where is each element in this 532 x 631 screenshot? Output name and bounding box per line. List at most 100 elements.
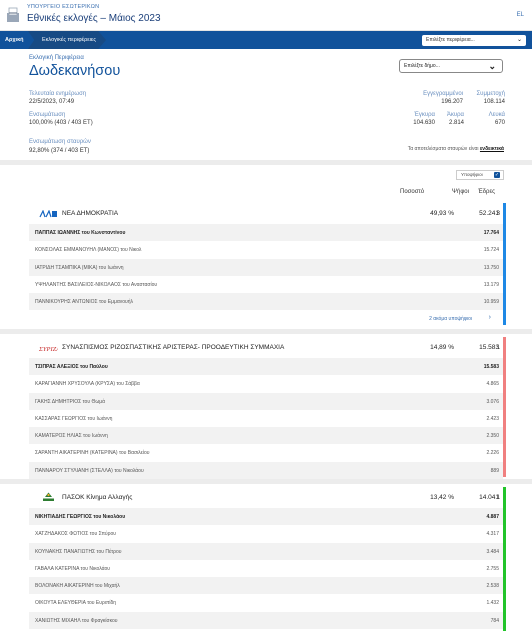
party-color-bar xyxy=(503,337,506,477)
party-row[interactable]: ΣΥΡΙΖΑ ΣΥΝΑΣΠΙΣΜΟΣ ΡΙΖΟΣΠΑΣΤΙΚΗΣ ΑΡΙΣΤΕΡ… xyxy=(29,339,503,358)
candidate-name: ΓΑΚΗΣ ΔΗΜΗΤΡΙΟΣ του Θωμά xyxy=(35,398,106,405)
invalid-label: Άκυρα xyxy=(446,112,464,118)
region-name: Δωδεκανήσου xyxy=(29,63,121,79)
pasok-logo-icon xyxy=(39,492,58,502)
cross-note-text: Τα αποτελέσματα σταυρών είναι xyxy=(407,146,479,152)
chevron-down-icon: ⌄ xyxy=(516,37,522,43)
candidate-votes: 889 xyxy=(490,467,499,474)
candidate-votes: 4.887 xyxy=(486,514,499,520)
municipality-select-value: Επιλέξτε δήμο... xyxy=(404,63,440,69)
registered-label: Εγγεγραμμένοι xyxy=(423,91,463,97)
candidate-row: ΤΣΙΠΡΑΣ ΑΛΕΞΙΟΣ του Παύλου 15.583 xyxy=(29,358,503,376)
count-value: 100,00% (403 / 403 ΕΤ) xyxy=(29,120,93,126)
candidate-name: ΠΑΝΝΑΡΟΥ ΣΤΥΛΙΑΝΗ (ΣΤΕΛΛΑ) του Νικολάου xyxy=(35,467,144,474)
candidate-list: ΠΑΠΠΑΣ ΙΩΑΝΝΗΣ του Κωνσταντίνου 17.764 ΚΟ… xyxy=(29,224,503,311)
candidate-votes: 3.076 xyxy=(486,398,499,405)
valid-value: 104.630 xyxy=(413,120,435,126)
syriza-logo-icon: ΣΥΡΙΖΑ xyxy=(39,344,58,352)
invalid-value: 2.814 xyxy=(448,120,464,126)
section-divider xyxy=(0,160,532,165)
candidate-votes: 2.350 xyxy=(486,433,499,440)
chevron-right-icon: › xyxy=(488,314,491,322)
breadcrumb: Αρχική Εκλογικές περιφέρειες Επιλέξτε πε… xyxy=(0,31,532,49)
candidate-row: ΧΑΝΙΩΤΗΣ ΜΙΧΑΗΛ του Φραγκίσκου 784 xyxy=(29,611,503,630)
checkbox-icon[interactable]: ✓ xyxy=(494,172,500,178)
section-divider xyxy=(0,329,532,334)
party-name: ΝΕΑ ΔΗΜΟΚΡΑΤΙΑ xyxy=(62,210,119,217)
candidate-name: ΤΣΙΠΡΑΣ ΑΛΕΞΙΟΣ του Παύλου xyxy=(35,364,108,370)
last-update-value: 22/5/2023, 07:49 xyxy=(29,99,75,105)
ballot-box-icon xyxy=(7,7,19,22)
cross-note: Τα αποτελέσματα σταυρών είναι ενδεικτικά xyxy=(408,146,504,152)
party-row[interactable]: ΠΑΣΟΚ Κίνημα Αλλαγής 13,42 % 14.041 1 xyxy=(29,489,503,508)
candidate-row: ΓΑΒΑΛΑ ΚΑΤΕΡΙΝΑ του Νικολάου 2.755 xyxy=(29,560,503,577)
party-votes: 14.041 xyxy=(479,494,499,501)
count-label: Ενσωμάτωση xyxy=(29,112,66,118)
party-seats: 1 xyxy=(496,344,500,351)
breadcrumb-home[interactable]: Αρχική xyxy=(5,37,24,43)
region-select[interactable]: Επιλέξτε περιφέρεια... ⌄ xyxy=(422,35,526,46)
page-title[interactable]: Εθνικές εκλογές – Μάιος 2023 xyxy=(27,13,161,24)
party-color-bar xyxy=(503,487,506,631)
svg-text:ΣΥΡΙΖΑ: ΣΥΡΙΖΑ xyxy=(39,346,58,352)
candidate-votes: 17.764 xyxy=(483,230,499,236)
candidate-row: ΧΑΤΖΗΔΑΚΟΣ ΦΩΤΙΟΣ του Σπύρου 4.317 xyxy=(29,525,503,542)
candidate-votes: 2.538 xyxy=(486,583,499,590)
column-header-seats: Έδρες xyxy=(478,189,496,195)
party-votes: 52.241 xyxy=(479,210,499,217)
valid-label: Έγκυρα xyxy=(414,112,435,118)
candidate-name: ΚΑΡΑΓΙΑΝΝΗ ΧΡΥΣΟΥΛΑ (ΚΡΥΣΑ) του Σάββα xyxy=(35,381,140,388)
candidate-name: ΚΑΜΑΤΕΡΟΣ ΗΛΙΑΣ του Ιωάννη xyxy=(35,433,108,440)
candidate-row: ΙΑΤΡΙΔΗ ΤΣΑΜΠΙΚΑ (ΜΙΚΑ) του Ιωάννη 13.750 xyxy=(29,258,503,276)
candidate-row: ΠΑΠΠΑΣ ΙΩΑΝΝΗΣ του Κωνσταντίνου 17.764 xyxy=(29,224,503,242)
region-label: Εκλογική Περιφέρεια xyxy=(29,55,84,61)
candidate-row: ΥΨΗΛΑΝΤΗΣ ΒΑΣΙΛΕΙΟΣ-ΝΙΚΟΛΑΟΣ του Αναστασ… xyxy=(29,276,503,293)
candidate-row: ΚΑΣΣΑΡΑΣ ΓΕΩΡΓΙΟΣ του Ιωάννη 2.423 xyxy=(29,410,503,427)
chevron-down-icon: ⌄ xyxy=(488,61,496,71)
candidate-name: ΓΑΒΑΛΑ ΚΑΤΕΡΙΝΑ του Νικολάου xyxy=(35,565,111,572)
candidate-name: ΣΑΡΑΝΤΗ ΑΙΚΑΤΕΡΙΝΗ (ΚΑΤΕΡΙΝΑ) του Βασιλε… xyxy=(35,450,150,457)
candidate-votes: 2.755 xyxy=(486,565,499,572)
candidate-name: ΧΑΝΙΩΤΗΣ ΜΙΧΑΗΛ του Φραγκίσκου xyxy=(35,617,118,624)
candidates-toggle[interactable]: Υποψήφιοι ✓ xyxy=(456,170,504,180)
party-name: ΠΑΣΟΚ Κίνημα Αλλαγής xyxy=(62,494,133,501)
party-seats: 1 xyxy=(496,494,500,501)
cross-note-indicative[interactable]: ενδεικτικά xyxy=(479,146,504,152)
candidate-name: ΚΟΥΝΑΚΗΣ ΠΑΝΑΓΙΩΤΗΣ του Πέτρου xyxy=(35,548,122,555)
party-pct: 13,42 % xyxy=(430,494,454,501)
region-select-value: Επιλέξτε περιφέρεια... xyxy=(426,37,475,43)
site-header: ΥΠΟΥΡΓΕΙΟ ΕΣΩΤΕΡΙΚΩΝ Εθνικές εκλογές – Μ… xyxy=(0,0,532,31)
turnout-label: Συμμετοχή xyxy=(476,91,505,97)
candidate-votes: 15.583 xyxy=(483,364,499,370)
party-row[interactable]: ΝΕΑ ΔΗΜΟΚΡΑΤΙΑ 49,93 % 52.241 3 xyxy=(29,205,503,224)
candidate-name: ΚΑΣΣΑΡΑΣ ΓΕΩΡΓΙΟΣ του Ιωάννη xyxy=(35,415,113,422)
candidate-votes: 2.423 xyxy=(486,415,499,422)
candidate-list: ΝΙΚΗΤΙΑΔΗΣ ΓΕΩΡΓΙΟΣ του Νικολάου 4.887 ΧΑ… xyxy=(29,508,503,630)
candidate-votes: 4.317 xyxy=(486,531,499,538)
ministry-name: ΥΠΟΥΡΓΕΙΟ ΕΣΩΤΕΡΙΚΩΝ xyxy=(27,4,100,10)
cross-count-value: 92,80% (374 / 403 ΕΤ) xyxy=(29,148,90,154)
candidate-name: ΟΙΚΟΥΤΑ ΕΛΕΥΘΕΡΙΑ του Ευριπίδη xyxy=(35,600,117,607)
candidate-name: ΠΑΝΝΙΚΟΥΡΗΣ ΑΝΤΩΝΙΟΣ του Εμμανουήλ xyxy=(35,299,134,306)
language-switch[interactable]: EL xyxy=(516,12,524,18)
blank-value: 670 xyxy=(494,120,505,126)
municipality-select[interactable]: Επιλέξτε δήμο... ⌄ xyxy=(399,59,503,73)
candidate-row: ΓΑΚΗΣ ΔΗΜΗΤΡΙΟΣ του Θωμά 3.076 xyxy=(29,392,503,410)
candidate-votes: 784 xyxy=(490,617,499,624)
candidate-votes: 1.432 xyxy=(486,600,499,607)
breadcrumb-regions[interactable]: Εκλογικές περιφέρειες xyxy=(28,31,107,49)
candidate-name: ΠΑΠΠΑΣ ΙΩΑΝΝΗΣ του Κωνσταντίνου xyxy=(35,230,126,236)
more-candidates-link[interactable]: 2 ακόμα υποψήφιοι › xyxy=(29,310,503,327)
candidate-row: ΚΑΡΑΓΙΑΝΝΗ ΧΡΥΣΟΥΛΑ (ΚΡΥΣΑ) του Σάββα 4.8… xyxy=(29,375,503,392)
registered-value: 196.207 xyxy=(441,99,463,105)
candidate-name: ΝΙΚΗΤΙΑΔΗΣ ΓΕΩΡΓΙΟΣ του Νικολάου xyxy=(35,514,126,520)
column-header-pct: Ποσοστό xyxy=(400,189,425,195)
candidate-votes: 2.226 xyxy=(486,450,499,457)
candidate-votes: 10.959 xyxy=(483,299,499,306)
candidate-votes: 13.179 xyxy=(483,281,499,288)
party-votes: 15.583 xyxy=(479,344,499,351)
candidate-row: ΒΟΛΟΝΑΚΗ ΑΙΚΑΤΕΡΙΝΗ του Μιχαήλ 2.538 xyxy=(29,577,503,595)
last-update-label: Τελευταία ενημέρωση xyxy=(29,91,87,97)
candidate-row: ΠΑΝΝΑΡΟΥ ΣΤΥΛΙΑΝΗ (ΣΤΕΛΛΑ) του Νικολάου 8… xyxy=(29,461,503,480)
candidate-row: ΚΟΥΝΑΚΗΣ ΠΑΝΑΓΙΩΤΗΣ του Πέτρου 3.484 xyxy=(29,542,503,560)
